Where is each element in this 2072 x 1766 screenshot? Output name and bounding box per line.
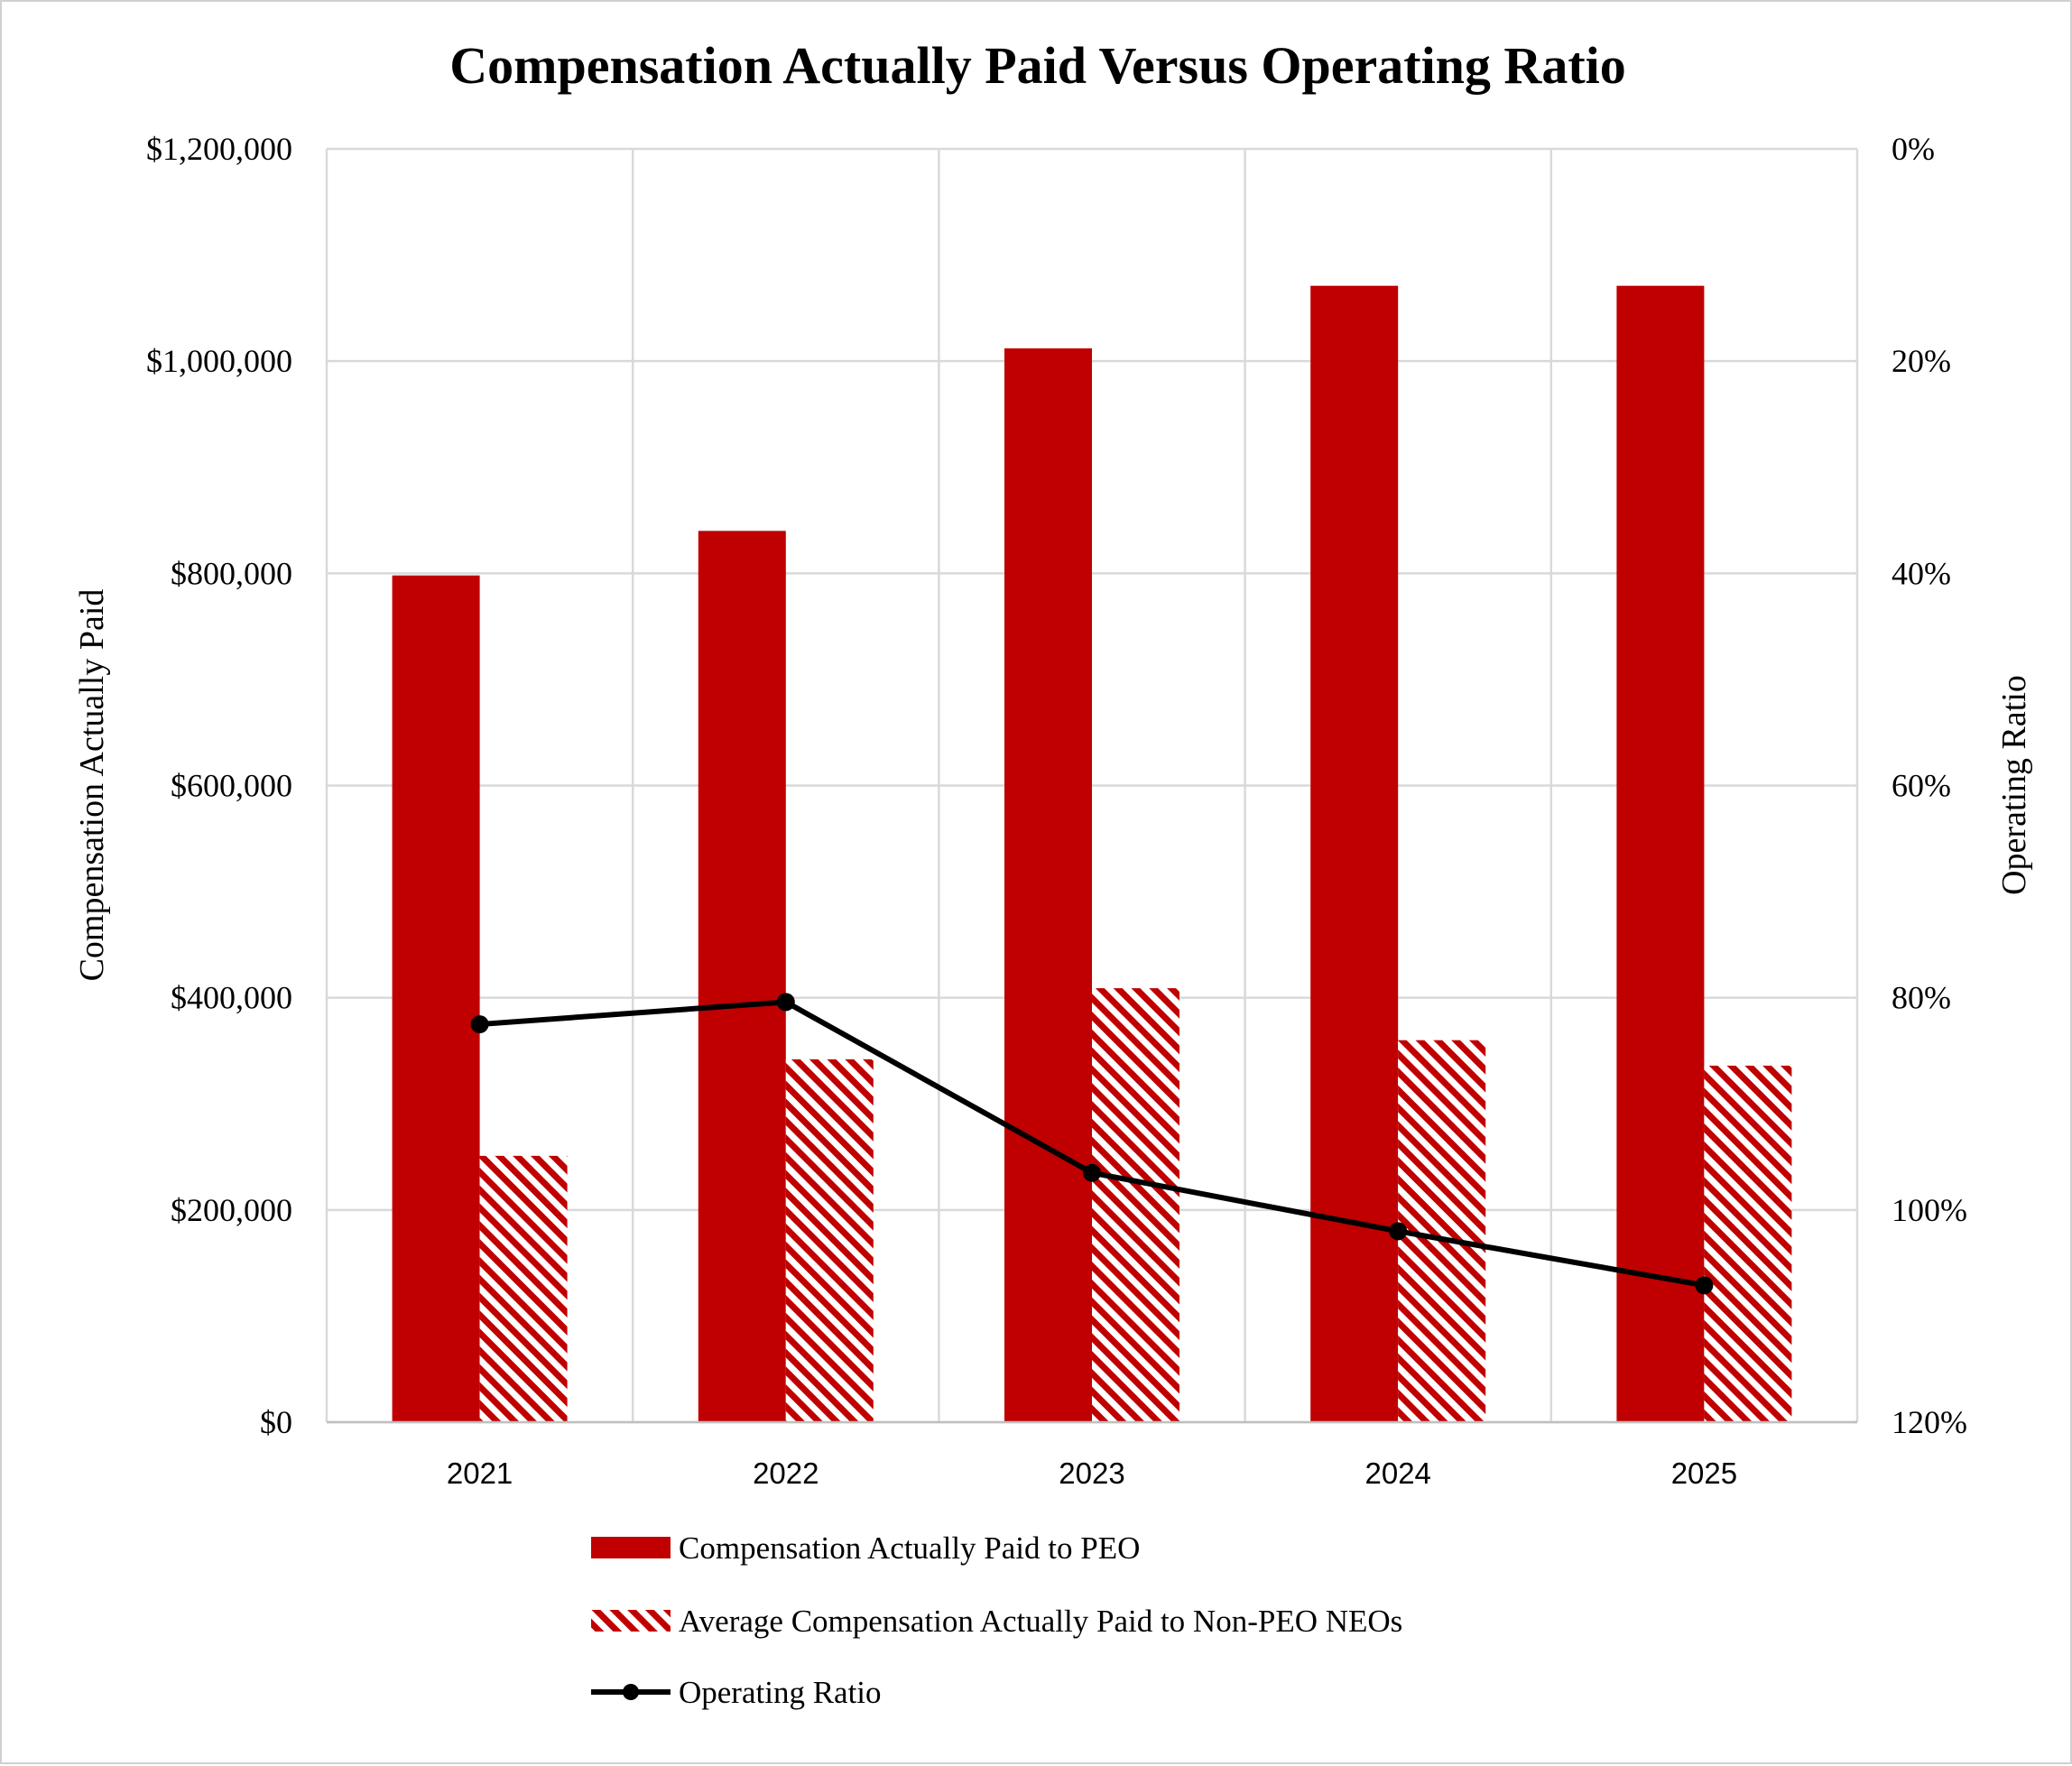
- y-tick-label: $200,000: [171, 1192, 292, 1228]
- legend-label: Compensation Actually Paid to PEO: [679, 1530, 1140, 1566]
- legend-label: Average Compensation Actually Paid to No…: [679, 1604, 1402, 1639]
- bar-non-peo-2021: [479, 1155, 568, 1422]
- y2-tick-label: 40%: [1892, 555, 1951, 591]
- y2-axis-title: Operating Ratio: [1995, 675, 2033, 895]
- axes: $0 $200,000 $400,000 $600,000 $800,000 $1,000…: [146, 131, 1967, 1490]
- y-tick-label: $600,000: [171, 768, 292, 804]
- operating-ratio-point-2025: [1695, 1276, 1714, 1295]
- bars: [392, 285, 1792, 1423]
- legend-swatch-non-peo: [591, 1610, 671, 1632]
- operating-ratio-point-2023: [1083, 1163, 1101, 1182]
- y-tick-label: $1,200,000: [146, 131, 292, 167]
- y2-tick-label: 0%: [1892, 131, 1935, 167]
- x-tick-label: 2021: [447, 1456, 513, 1490]
- y2-tick-label: 20%: [1892, 343, 1951, 379]
- y2-tick-label: 80%: [1892, 980, 1951, 1016]
- operating-ratio-point-2021: [470, 1015, 489, 1034]
- y2-tick-label: 60%: [1892, 768, 1951, 804]
- y-axis-title: Compensation Actually Paid: [73, 589, 111, 982]
- bar-non-peo-2023: [1092, 988, 1179, 1422]
- operating-ratio-point-2024: [1389, 1222, 1408, 1241]
- bar-non-peo-2022: [785, 1059, 874, 1422]
- y2-tick-label: 100%: [1892, 1192, 1967, 1228]
- bar-non-peo-2025: [1704, 1065, 1792, 1422]
- operating-ratio-line: [470, 993, 1714, 1295]
- bar-peo-2021: [392, 575, 480, 1422]
- y-tick-label: $400,000: [171, 980, 292, 1016]
- x-tick-label: 2022: [753, 1456, 819, 1490]
- legend: Compensation Actually Paid to PEO Average…: [591, 1530, 1402, 1710]
- legend-label: Operating Ratio: [679, 1675, 882, 1710]
- chart-title: Compensation Actually Paid Versus Operat…: [449, 36, 1626, 95]
- x-tick-label: 2025: [1671, 1456, 1737, 1490]
- bar-peo-2023: [1004, 348, 1092, 1423]
- y2-tick-label: 120%: [1892, 1404, 1967, 1440]
- legend-swatch-peo: [591, 1537, 671, 1558]
- y-tick-label: $1,000,000: [146, 343, 292, 379]
- legend-marker: [623, 1684, 639, 1700]
- y-tick-label: $0: [260, 1404, 292, 1440]
- bar-peo-2025: [1616, 285, 1705, 1422]
- bar-peo-2022: [698, 531, 786, 1422]
- x-tick-label: 2023: [1059, 1456, 1124, 1490]
- x-tick-label: 2024: [1364, 1456, 1430, 1490]
- bar-peo-2024: [1310, 285, 1399, 1422]
- operating-ratio-point-2022: [776, 993, 795, 1012]
- y-tick-label: $800,000: [171, 555, 292, 591]
